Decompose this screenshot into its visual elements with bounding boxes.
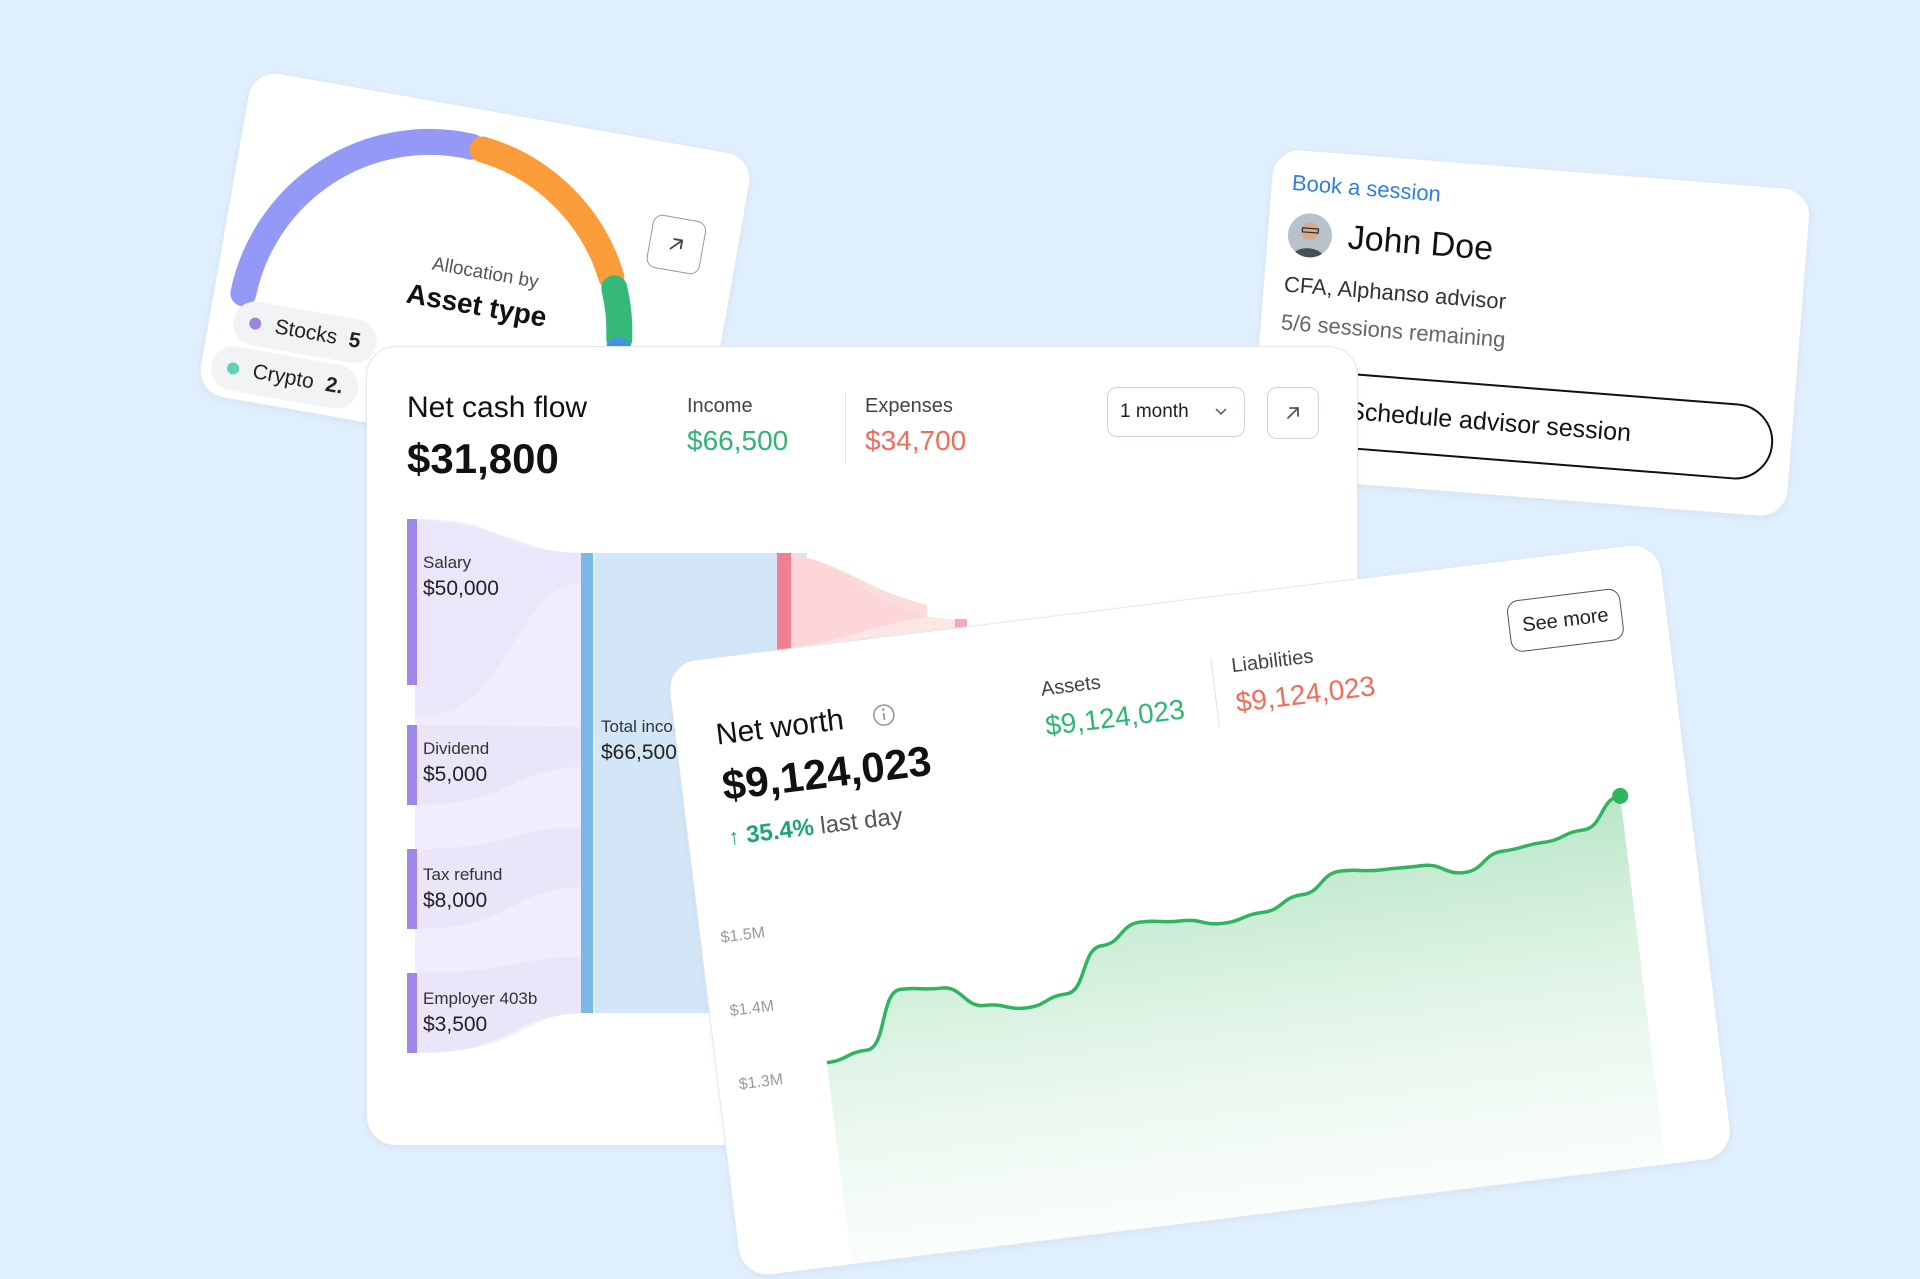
legend-label: Stocks xyxy=(273,315,340,349)
advisor-role: CFA, Alphanso advisor xyxy=(1283,271,1507,314)
legend-dot xyxy=(226,361,241,376)
chevron-down-icon xyxy=(1215,408,1227,416)
cash-flow-total: $31,800 xyxy=(407,435,559,482)
net-worth-line xyxy=(826,794,1621,1065)
income-label: Income xyxy=(687,395,753,417)
arrow-up-right-icon xyxy=(1287,407,1299,419)
total-income-value: $66,500 xyxy=(601,741,677,764)
allocation-expand-button[interactable] xyxy=(645,213,708,276)
source-value-salary: $50,000 xyxy=(423,577,499,600)
expense-fan xyxy=(777,553,927,647)
legend-label: Crypto xyxy=(250,360,316,394)
node-salary xyxy=(407,519,417,685)
flow-main xyxy=(415,519,587,1053)
net-worth-area xyxy=(826,795,1666,1267)
node-403b xyxy=(407,973,417,1053)
legend-value: 2. xyxy=(323,372,345,399)
gauge-segment xyxy=(230,128,485,307)
source-value-employer-403b: $3,500 xyxy=(423,1013,488,1036)
cash-flow-title: Net cash flow xyxy=(407,391,588,424)
income-value: $66,500 xyxy=(687,425,789,456)
net-worth-card: Net worth $9,124,023 ↑ 35.4% last day As… xyxy=(665,541,1735,1279)
legend-dot xyxy=(248,316,263,331)
net-worth-endpoint xyxy=(1612,787,1629,804)
book-session-link[interactable]: Book a session xyxy=(1291,169,1442,207)
legend-value: 5 xyxy=(346,328,363,353)
net-worth-chart xyxy=(826,787,1666,1267)
node-dividend xyxy=(407,725,417,805)
info-icon[interactable] xyxy=(869,701,898,730)
total-income-label: Total incor xyxy=(601,717,679,736)
node-tax xyxy=(407,849,417,929)
node-total-income xyxy=(581,553,593,1013)
arrow-up-right-icon xyxy=(669,238,684,250)
advisor-name: John Doe xyxy=(1346,218,1495,268)
gauge-segment xyxy=(469,136,625,291)
avatar xyxy=(1286,211,1334,260)
expenses-label: Expenses xyxy=(865,395,953,417)
period-select[interactable]: 1 month xyxy=(1107,387,1245,437)
schedule-advisor-button[interactable]: Schedule advisor session xyxy=(1311,370,1776,483)
node-expenses xyxy=(777,553,791,673)
gauge-segment xyxy=(601,275,633,353)
cash-flow-expand-button[interactable] xyxy=(1267,387,1319,439)
income-divider xyxy=(845,393,846,463)
source-label-tax-refund: Tax refund xyxy=(423,865,503,884)
source-label-dividend: Dividend xyxy=(423,739,490,758)
period-value: 1 month xyxy=(1120,401,1189,422)
source-value-tax-refund: $8,000 xyxy=(423,889,488,912)
advisor-photo xyxy=(1286,211,1334,260)
advisor-card: Book a session John Doe CFA, Alphanso ad… xyxy=(1247,147,1813,519)
source-label-salary: Salary xyxy=(423,553,472,572)
source-value-dividend: $5,000 xyxy=(423,763,488,786)
expenses-value: $34,700 xyxy=(865,425,967,456)
source-label-employer-403b: Employer 403b xyxy=(423,989,538,1008)
